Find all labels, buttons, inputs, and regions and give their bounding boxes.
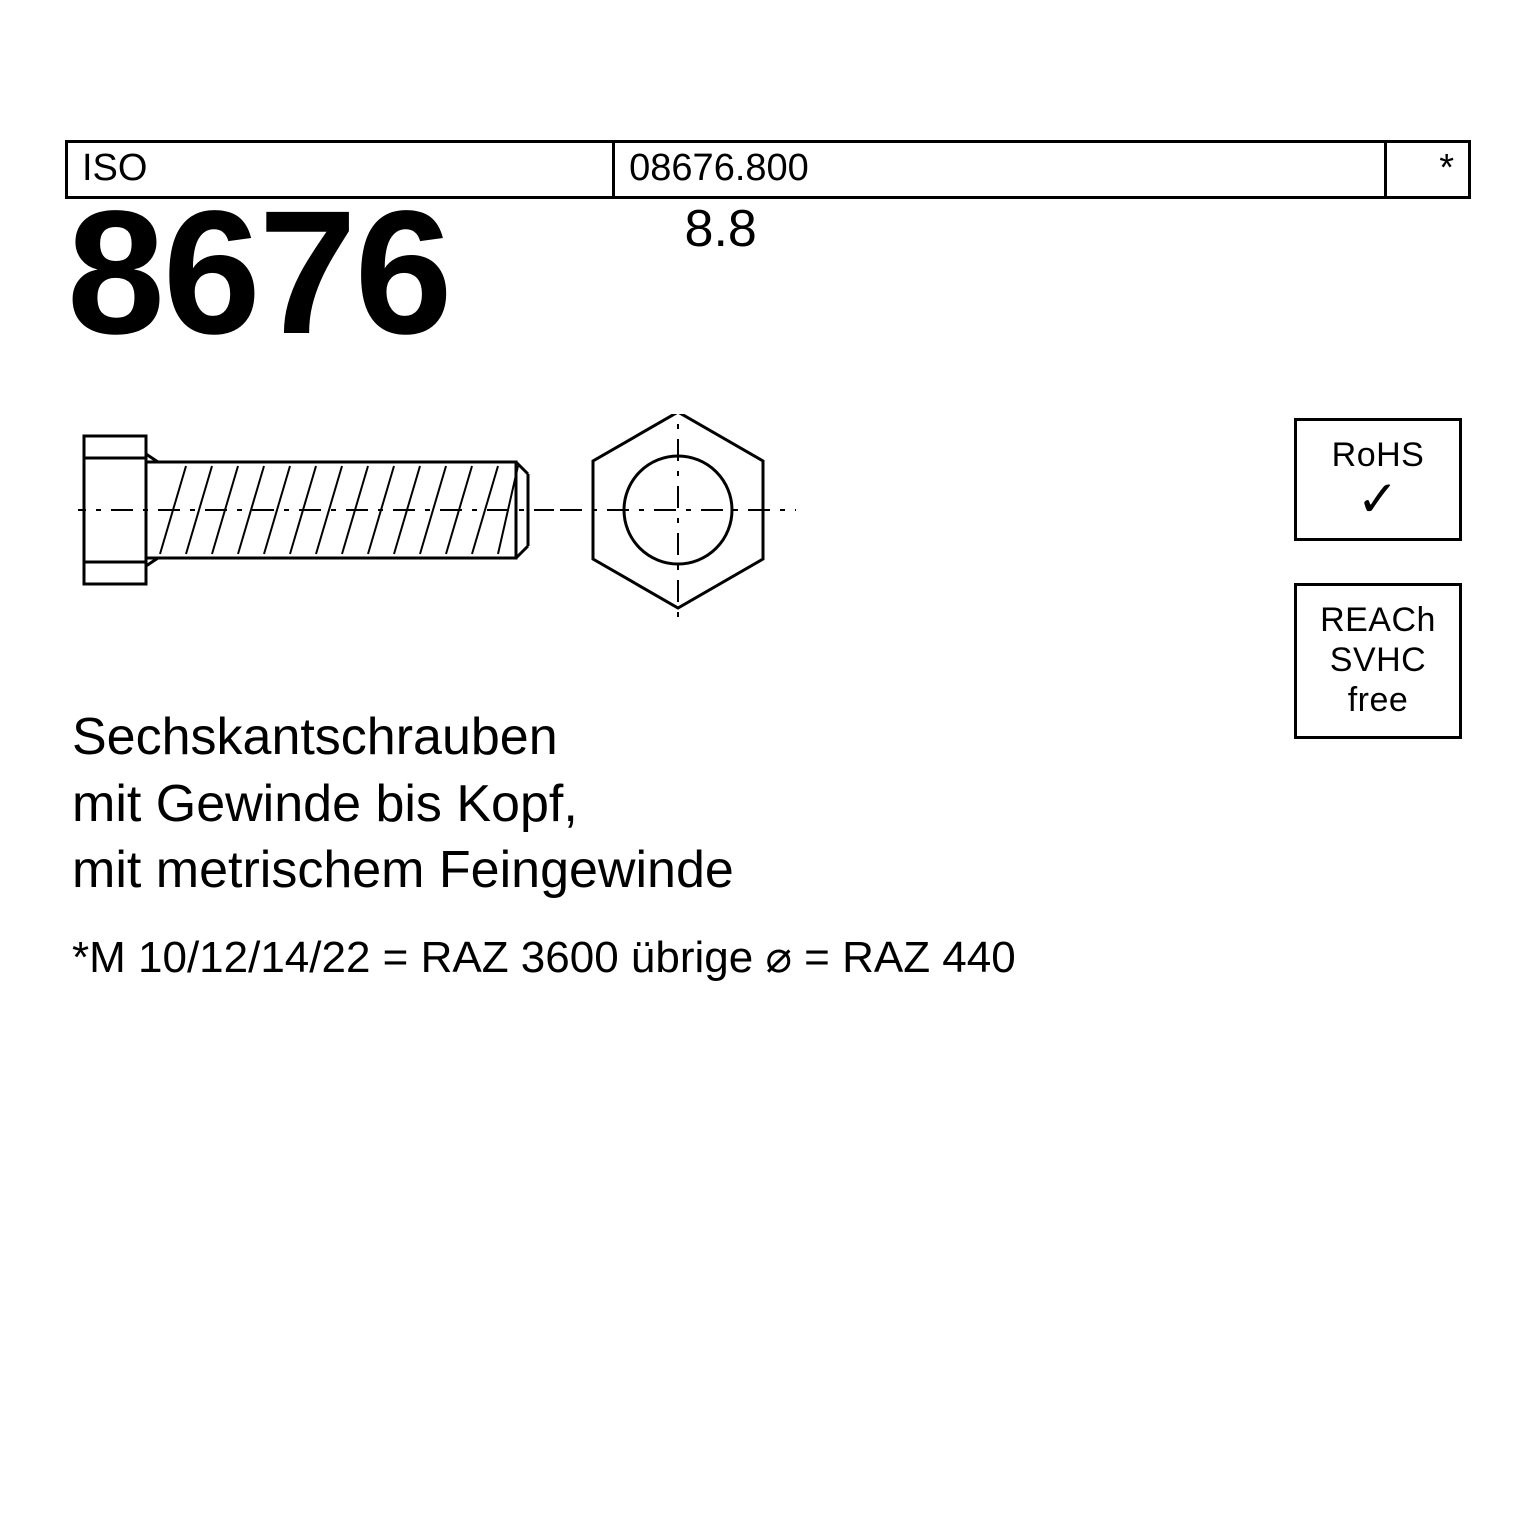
- reach-badge: REACh SVHC free: [1294, 583, 1462, 739]
- datasheet-page: ISO 08676.800 * 8676 8.8: [0, 0, 1536, 1536]
- header-star: *: [1385, 142, 1469, 198]
- strength-grade: 8.8: [685, 199, 757, 259]
- header-code: 08676.800: [614, 142, 1386, 198]
- technical-drawing: [78, 414, 838, 624]
- rohs-badge: RoHS ✓: [1294, 418, 1462, 541]
- hex-front-view-icon: [560, 414, 796, 624]
- description-block: Sechskantschrauben mit Gewinde bis Kopf,…: [72, 704, 734, 904]
- bolt-side-view-icon: [78, 436, 554, 584]
- rohs-label: RoHS: [1332, 436, 1425, 474]
- reach-line1: REACh: [1297, 600, 1459, 640]
- standard-number: 8676: [65, 193, 451, 355]
- desc-line-2: mit Gewinde bis Kopf,: [72, 771, 734, 838]
- compliance-badges: RoHS ✓ REACh SVHC free: [1294, 418, 1462, 781]
- reach-line2: SVHC: [1297, 640, 1459, 680]
- desc-line-3: mit metrischem Feingewinde: [72, 837, 734, 904]
- title-row: 8676 8.8: [65, 193, 1471, 355]
- footnote: *M 10/12/14/22 = RAZ 3600 übrige ⌀ = RAZ…: [72, 932, 1016, 983]
- desc-line-1: Sechskantschrauben: [72, 704, 734, 771]
- reach-line3: free: [1297, 680, 1459, 720]
- check-icon: ✓: [1297, 477, 1459, 522]
